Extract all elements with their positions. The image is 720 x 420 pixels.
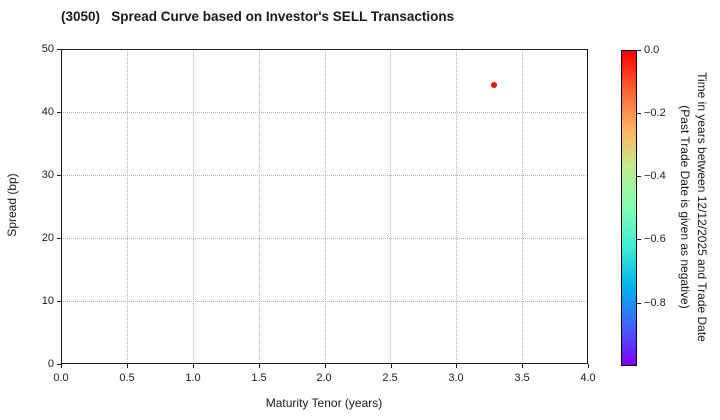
x-tick-mark (324, 364, 326, 368)
x-tick-mark (522, 364, 523, 368)
gridline-vertical (522, 49, 524, 364)
x-tick-label: 2.0 (316, 372, 332, 384)
x-tick-mark (258, 364, 260, 368)
colorbar-tick-mark (637, 239, 641, 240)
plot-frame (61, 49, 588, 364)
y-tick-label: 20 (41, 232, 54, 244)
x-tick-label: 1.5 (251, 372, 267, 384)
x-tick-label: 4.0 (580, 372, 596, 384)
y-axis-label: Spread (bp) (5, 173, 19, 237)
colorbar-tick-label: −0.8 (644, 297, 666, 309)
x-tick-mark (60, 364, 62, 368)
y-tick-mark (56, 111, 61, 113)
gridline-horizontal (61, 238, 588, 239)
gridline-vertical (390, 49, 392, 364)
data-point (490, 81, 497, 88)
colorbar-tick-mark (637, 49, 641, 51)
colorbar-tick-label: 0.0 (644, 44, 660, 56)
x-tick-label: 1.0 (185, 372, 201, 384)
x-axis-label: Maturity Tenor (years) (265, 396, 383, 410)
gridline-horizontal (61, 175, 588, 176)
colorbar-gradient (621, 50, 637, 366)
gridline-horizontal (61, 301, 588, 302)
y-tick-mark (56, 237, 61, 239)
y-tick-mark (56, 48, 61, 50)
y-tick-label: 10 (41, 295, 54, 307)
x-tick-mark (192, 364, 194, 368)
x-tick-mark (456, 364, 457, 368)
colorbar-axis-label-line1: Time in years between 12/12/2025 and Tra… (695, 72, 709, 342)
gridline-vertical (192, 49, 194, 364)
gridline-vertical (258, 49, 260, 364)
colorbar-tick-label: −0.6 (644, 233, 666, 245)
gridline-vertical (324, 49, 326, 364)
x-tick-label: 2.5 (382, 372, 398, 384)
x-tick-label: 0.0 (53, 372, 69, 384)
chart-title: (3050) Spread Curve based on Investor's … (61, 9, 455, 24)
colorbar-tick-label: −0.2 (644, 107, 666, 119)
gridline-horizontal (61, 112, 588, 113)
colorbar-tick-mark (637, 112, 641, 114)
y-tick-mark (56, 363, 61, 365)
colorbar-tick-label: −0.4 (644, 170, 666, 182)
x-tick-label: 3.5 (514, 372, 530, 384)
y-tick-label: 0 (47, 358, 54, 370)
colorbar-axis-label: Time in years between 12/12/2025 and Tra… (676, 37, 710, 377)
colorbar-axis-label-line2: (Past Trade Date is given as negative) (678, 105, 692, 309)
y-tick-mark (56, 174, 61, 176)
plot-area (61, 49, 588, 364)
gridline-vertical (126, 49, 128, 364)
x-tick-label: 0.5 (119, 372, 135, 384)
y-tick-label: 50 (41, 43, 54, 55)
x-tick-mark (390, 364, 392, 368)
x-tick-mark (587, 364, 589, 368)
y-tick-label: 40 (41, 106, 54, 118)
colorbar-tick-mark (637, 176, 641, 177)
gridline-vertical (456, 49, 458, 364)
x-tick-label: 3.0 (448, 372, 464, 384)
y-tick-label: 30 (41, 169, 54, 181)
x-tick-mark (126, 364, 128, 368)
y-tick-mark (56, 300, 61, 302)
colorbar-tick-mark (637, 302, 641, 304)
